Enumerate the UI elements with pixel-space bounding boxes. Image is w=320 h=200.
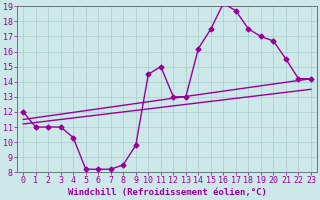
X-axis label: Windchill (Refroidissement éolien,°C): Windchill (Refroidissement éolien,°C) bbox=[68, 188, 267, 197]
